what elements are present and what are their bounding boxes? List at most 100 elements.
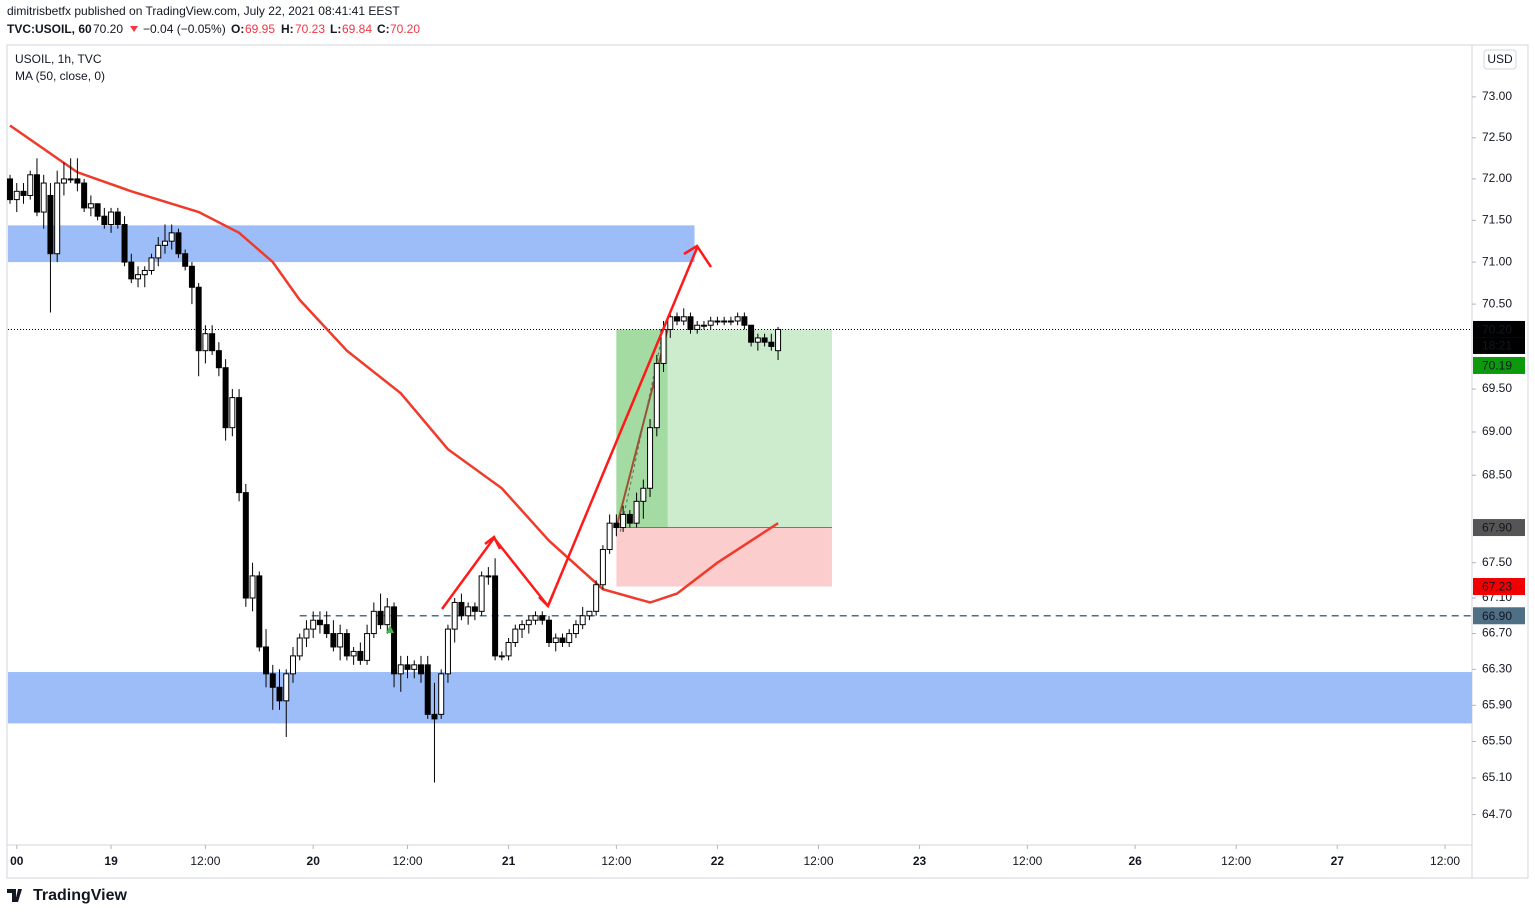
candle-body (215, 350, 222, 369)
candle-body (343, 633, 350, 657)
candle-body (613, 522, 620, 529)
frame (6, 44, 1529, 879)
candle-body (761, 337, 768, 343)
publisher-line: dimitrisbetfx published on TradingView.c… (7, 4, 400, 18)
x-tick-label: 27 (1331, 854, 1345, 868)
candle-body (188, 265, 195, 288)
symbol: TVC:USOIL, 60 (7, 22, 92, 36)
y-tick-label: 72.00 (1482, 171, 1512, 185)
candle-body (222, 367, 229, 429)
candle-body (404, 664, 411, 670)
countdown: 18:21 (1482, 339, 1512, 353)
candle-body (586, 610, 593, 617)
candle-body (485, 575, 492, 578)
close: 70.20 (390, 22, 420, 36)
candle-body (148, 257, 155, 271)
candle-body (653, 362, 660, 429)
candle-body (60, 178, 67, 184)
candle-body (687, 316, 694, 330)
candle-body (431, 713, 438, 720)
candle-body (727, 320, 734, 323)
plot (7, 124, 1472, 783)
currency-box[interactable] (1483, 49, 1517, 70)
logo-mark (7, 889, 22, 902)
y-tick-label: 66.70 (1482, 626, 1512, 640)
x-tick-label: 19 (104, 854, 118, 868)
price-label-box (1473, 356, 1525, 374)
price-label: 67.90 (1482, 521, 1512, 535)
price-label: 70.20 (1482, 323, 1512, 337)
x-tick-label: 12:00 (601, 854, 631, 868)
candle-body (525, 619, 532, 626)
candle-body (81, 182, 88, 209)
candle-body (667, 316, 674, 330)
y-tick-label: 65.50 (1482, 734, 1512, 748)
low: 69.84 (342, 22, 372, 36)
y-tick-label: 67.50 (1482, 555, 1512, 569)
candle-body (256, 575, 263, 648)
price-label-box (1473, 519, 1525, 537)
y-tick-label: 64.70 (1482, 807, 1512, 821)
candle-body (182, 253, 189, 267)
candle-body (242, 492, 249, 599)
trade-path (615, 329, 669, 528)
candle-body (572, 624, 579, 635)
price-axis: 73.00 72.50 72.00 71.50 71.00 70.50 69.50 69.00… (10, 89, 1525, 868)
zone (8, 672, 1472, 724)
candle-body (512, 628, 519, 643)
candle-body (263, 646, 270, 675)
candle-body (370, 610, 377, 635)
moving-average (9, 124, 779, 604)
candle-body (310, 619, 317, 630)
x-tick-label: 12:00 (803, 854, 833, 868)
x-tick-label: 00 (10, 854, 24, 868)
candle-body (269, 673, 276, 688)
logo (7, 889, 22, 902)
candle-body (700, 324, 707, 327)
x-tick-label: 12:00 (190, 854, 220, 868)
countdown-box (1473, 337, 1525, 354)
candle-body (54, 182, 61, 255)
candle-body (27, 174, 34, 196)
candle-body (377, 610, 384, 626)
arrow-head (484, 535, 502, 550)
candle-body (391, 606, 398, 675)
candle-body (384, 606, 391, 626)
candle-body (754, 337, 761, 343)
candle-body (121, 224, 128, 263)
candle-body (397, 664, 404, 675)
price-label-box (1473, 607, 1525, 625)
candle-body (87, 203, 94, 209)
change: −0.04 (−0.05%) (143, 22, 226, 36)
candle-body (168, 232, 175, 242)
price-label-box (1473, 320, 1525, 338)
footer-brand: TradingView (33, 887, 128, 904)
x-tick-label: 20 (307, 854, 321, 868)
candle-body (714, 320, 721, 323)
candle-body (633, 500, 640, 524)
arrow (546, 247, 699, 607)
candle-body (289, 655, 296, 675)
trade-dashed (619, 329, 665, 532)
legend-symbol: USOIL, 1h, TVC (15, 52, 102, 66)
down-icon (130, 26, 138, 32)
candle-body (640, 487, 647, 502)
candle-body (748, 324, 755, 343)
currency[interactable]: USD (1487, 52, 1513, 66)
candle-body (620, 513, 627, 529)
candle-body (175, 232, 182, 255)
candle-body (303, 628, 310, 639)
high-label: H: (281, 22, 294, 36)
candle-body (411, 664, 418, 670)
candle-body (647, 427, 654, 489)
candle-body (438, 673, 445, 715)
candle-body (498, 655, 505, 658)
candle-body (593, 584, 600, 612)
candle-body (465, 606, 472, 617)
candle-body (323, 624, 330, 635)
candle-body (40, 182, 47, 213)
candle-body (417, 664, 424, 675)
candle-body (566, 633, 573, 643)
close-label: C: (377, 22, 390, 36)
